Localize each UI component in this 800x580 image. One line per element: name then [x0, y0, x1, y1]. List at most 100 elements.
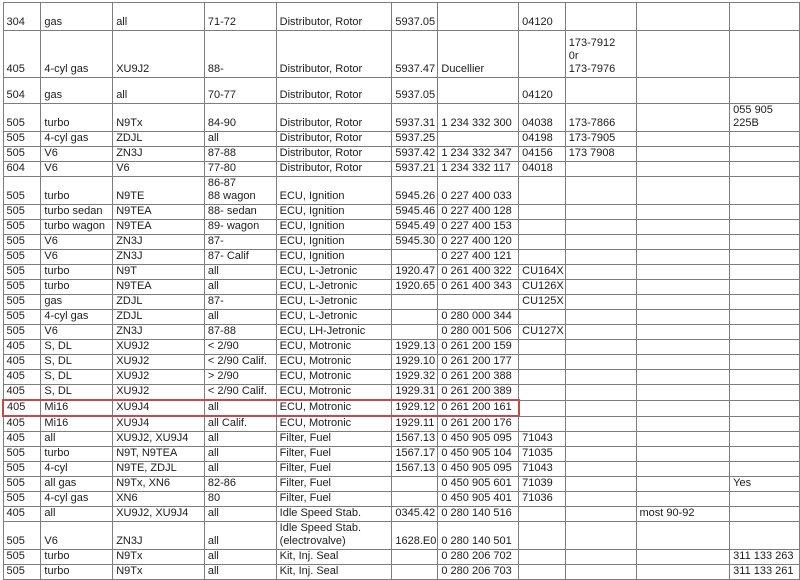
table-cell: [635, 564, 731, 580]
table-cell: XU9J4: [112, 415, 205, 432]
table-cell: 5937.47: [391, 30, 439, 78]
table-cell: XU9J2, XU9J4: [112, 506, 205, 522]
table-cell: 0 280 000 344: [437, 309, 520, 325]
table-cell: N9TEA: [112, 279, 205, 295]
table-cell: turbo: [40, 279, 114, 295]
table-cell: [635, 161, 731, 177]
table-cell: ZN3J: [112, 521, 205, 550]
table-cell: 505: [2, 446, 42, 462]
table-cell: CU126X: [518, 279, 566, 295]
table-cell: 04198: [518, 131, 566, 147]
table-cell: turbo: [40, 446, 114, 462]
table-cell: ECU, Motronic: [275, 354, 393, 370]
table-cell: 0345.42: [391, 506, 439, 522]
table-cell: [564, 219, 637, 235]
table-cell: 505: [2, 176, 42, 205]
table-cell: gas: [40, 77, 114, 104]
table-cell: turbo: [40, 176, 114, 205]
table-cell: V6: [40, 521, 114, 550]
table-cell: [729, 146, 800, 162]
table-cell: 87-88: [203, 146, 277, 162]
table-cell: 4-cyl gas: [40, 309, 114, 325]
table-cell: 82-86: [203, 476, 277, 492]
table-cell: N9Tx: [112, 564, 205, 580]
table-cell: ECU, L-Jetronic: [275, 264, 393, 280]
table-cell: 4-cyl gas: [40, 491, 114, 507]
table-cell: 0 280 140 516: [437, 506, 520, 522]
table-cell: ECU, Ignition: [275, 176, 393, 205]
table-cell: [729, 354, 800, 370]
table-cell: turbo: [40, 549, 114, 565]
table-cell: Idle Speed Stab.: [275, 506, 393, 522]
table-cell: XU9J2: [112, 339, 205, 355]
table-cell: [635, 264, 731, 280]
table-cell: 1628.E0: [391, 521, 439, 550]
table-cell: ZN3J: [112, 324, 205, 340]
table-cell: Idle Speed Stab. (electrovalve): [275, 521, 393, 550]
table-cell: 505: [2, 309, 42, 325]
table-cell: [564, 161, 637, 177]
table-cell: [391, 476, 439, 492]
table-cell: 71039: [518, 476, 566, 492]
table-row: 504 gas all 70-77 Distributor, Rotor 5937.05 0…: [2, 77, 800, 104]
table-cell: 055 905 225B: [729, 103, 800, 132]
table-cell: [437, 294, 520, 310]
table-cell: 505: [2, 521, 42, 550]
table-cell: [518, 549, 566, 565]
table-cell: [518, 204, 566, 220]
table-cell: [564, 399, 637, 417]
table-row: 505 turbo wagon N9TEA 89- wagon ECU, Ignitio…: [2, 219, 800, 235]
table-cell: V6: [40, 161, 114, 177]
table-cell: [729, 77, 800, 104]
table-cell: S, DL: [40, 384, 114, 401]
table-cell: [729, 234, 800, 250]
table-row: 505 gas ZDJL 87- ECU, L-Jetronic CU125X: [2, 294, 800, 310]
table-cell: Filter, Fuel: [275, 446, 393, 462]
table-cell: Mi16: [40, 415, 114, 432]
table-cell: 0 227 400 121: [437, 249, 520, 265]
table-cell: turbo sedan: [40, 204, 114, 220]
table-cell: [729, 339, 800, 355]
table-row: 505 turbo N9TE 86-87 88 wagon ECU, Ignition 5…: [2, 176, 800, 205]
table-cell: 1929.11: [391, 415, 439, 432]
table-cell: [729, 176, 800, 205]
table-cell: 0 227 400 153: [437, 219, 520, 235]
table-cell: XU9J2: [112, 30, 205, 78]
table-cell: 5937.21: [391, 161, 439, 177]
table-cell: turbo: [40, 103, 114, 132]
table-cell: Distributor, Rotor: [275, 30, 393, 78]
table-cell: [564, 549, 637, 565]
table-cell: [518, 309, 566, 325]
table-cell: 04018: [518, 161, 566, 177]
table-row: 405 Mi16 XU9J4 all Calif. ECU, Motronic 1929.…: [2, 415, 800, 432]
table-cell: all: [203, 461, 277, 477]
table-cell: ZN3J: [112, 249, 205, 265]
table-cell: all: [112, 77, 205, 104]
table-cell: N9T, N9TEA: [112, 446, 205, 462]
table-cell: Kit, Inj. Seal: [275, 549, 393, 565]
table-cell: [635, 369, 731, 385]
table-cell: all: [203, 309, 277, 325]
table-row: 505 V6 ZN3J all Idle Speed Stab. (electroval…: [2, 521, 800, 550]
table-cell: all: [40, 431, 114, 447]
table-cell: 77-80: [203, 161, 277, 177]
table-cell: XU9J4: [112, 399, 205, 417]
table-cell: Distributor, Rotor: [275, 146, 393, 162]
table-cell: [729, 30, 800, 78]
table-cell: [391, 491, 439, 507]
table-cell: S, DL: [40, 354, 114, 370]
table-cell: gas: [40, 294, 114, 310]
table-cell: [729, 219, 800, 235]
table-cell: 505: [2, 294, 42, 310]
table-cell: V6: [40, 234, 114, 250]
table-cell: [729, 399, 800, 417]
table-cell: XU9J2: [112, 354, 205, 370]
table-cell: 89- wagon: [203, 219, 277, 235]
table-cell: 505: [2, 564, 42, 580]
table-cell: all: [203, 506, 277, 522]
table-cell: Distributor, Rotor: [275, 131, 393, 147]
table-cell: [564, 279, 637, 295]
table-cell: [518, 249, 566, 265]
table-cell: ZN3J: [112, 234, 205, 250]
